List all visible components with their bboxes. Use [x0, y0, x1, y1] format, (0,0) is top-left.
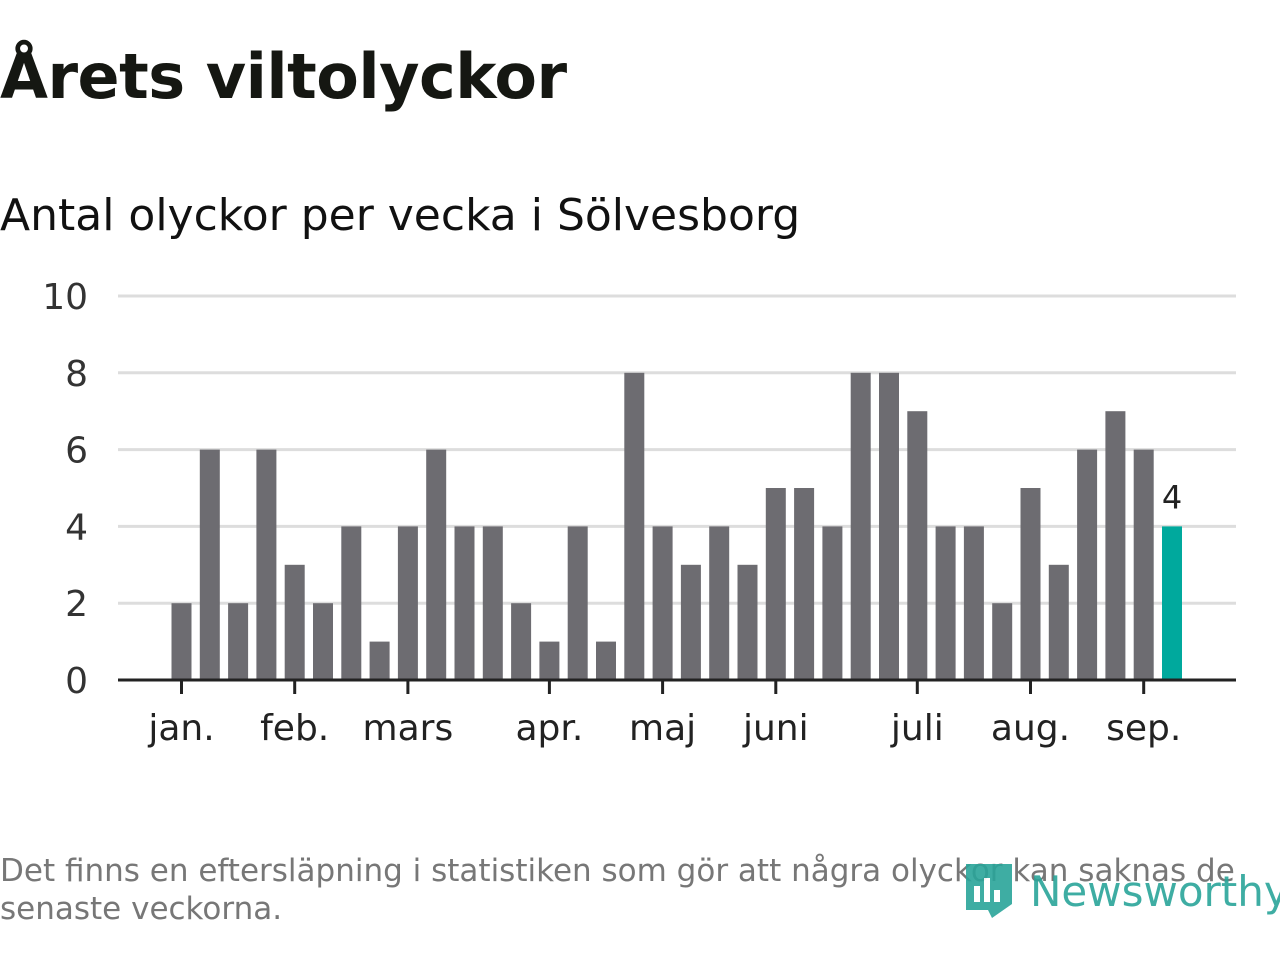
chart-subtitle: Antal olyckor per vecka i Sölvesborg — [0, 190, 801, 241]
bar — [511, 603, 532, 680]
bar — [199, 449, 220, 680]
y-tick-label: 2 — [65, 584, 88, 625]
x-tick-label: mars — [363, 708, 454, 749]
bar — [794, 488, 815, 680]
bar — [426, 449, 447, 680]
bar — [709, 526, 730, 680]
x-tick-label: juli — [890, 708, 944, 749]
y-tick-label: 8 — [65, 354, 88, 395]
bar — [228, 603, 249, 680]
bar-highlight — [1162, 526, 1182, 680]
bar — [765, 488, 786, 680]
bar-chart: 0 2 4 6 8 10 4 jan. feb. mars apr. maj juni juli aug. s… — [42, 277, 1236, 749]
bar — [850, 372, 871, 680]
bar — [341, 526, 362, 680]
bar — [992, 603, 1013, 680]
x-tick-label: apr. — [515, 708, 583, 749]
x-tick-label: aug. — [991, 708, 1070, 749]
bar — [454, 526, 475, 680]
bar — [737, 564, 758, 680]
x-tick-label: juni — [742, 708, 809, 749]
bar — [313, 603, 333, 680]
y-tick-label: 10 — [42, 277, 88, 318]
bar — [624, 372, 645, 680]
chart-title: Årets viltolyckor — [0, 40, 567, 113]
x-tick-label: maj — [629, 708, 696, 749]
y-tick-label: 6 — [65, 431, 88, 472]
bar — [539, 641, 560, 680]
bar — [397, 526, 418, 680]
footnote: Det finns en eftersläpning i statistiken… — [0, 853, 1235, 927]
bar — [256, 449, 277, 680]
brand-logo: Newsworthy — [962, 860, 1280, 922]
bar — [652, 526, 673, 680]
newsworthy-logo-icon — [966, 864, 1012, 918]
y-tick-label: 4 — [65, 507, 88, 548]
bar — [879, 372, 899, 680]
bar — [171, 603, 192, 680]
bar — [1048, 564, 1069, 680]
bar — [680, 564, 701, 680]
bar — [1133, 449, 1154, 680]
bar — [369, 641, 390, 680]
bar — [1105, 411, 1126, 680]
brand-name: Newsworthy — [1030, 866, 1280, 916]
bar — [935, 526, 956, 680]
bar — [596, 641, 616, 680]
x-tick-label: feb. — [260, 708, 329, 749]
bar — [482, 526, 503, 680]
bar — [907, 411, 928, 680]
bar — [1020, 488, 1041, 680]
x-tick-label: sep. — [1106, 708, 1181, 749]
x-tick-label: jan. — [147, 708, 214, 749]
bar — [567, 526, 588, 680]
bar — [822, 526, 843, 680]
bar — [1077, 449, 1098, 680]
data-label: 4 — [1162, 478, 1182, 516]
y-tick-label: 0 — [65, 661, 88, 702]
bar — [284, 564, 305, 680]
bar — [963, 526, 984, 680]
